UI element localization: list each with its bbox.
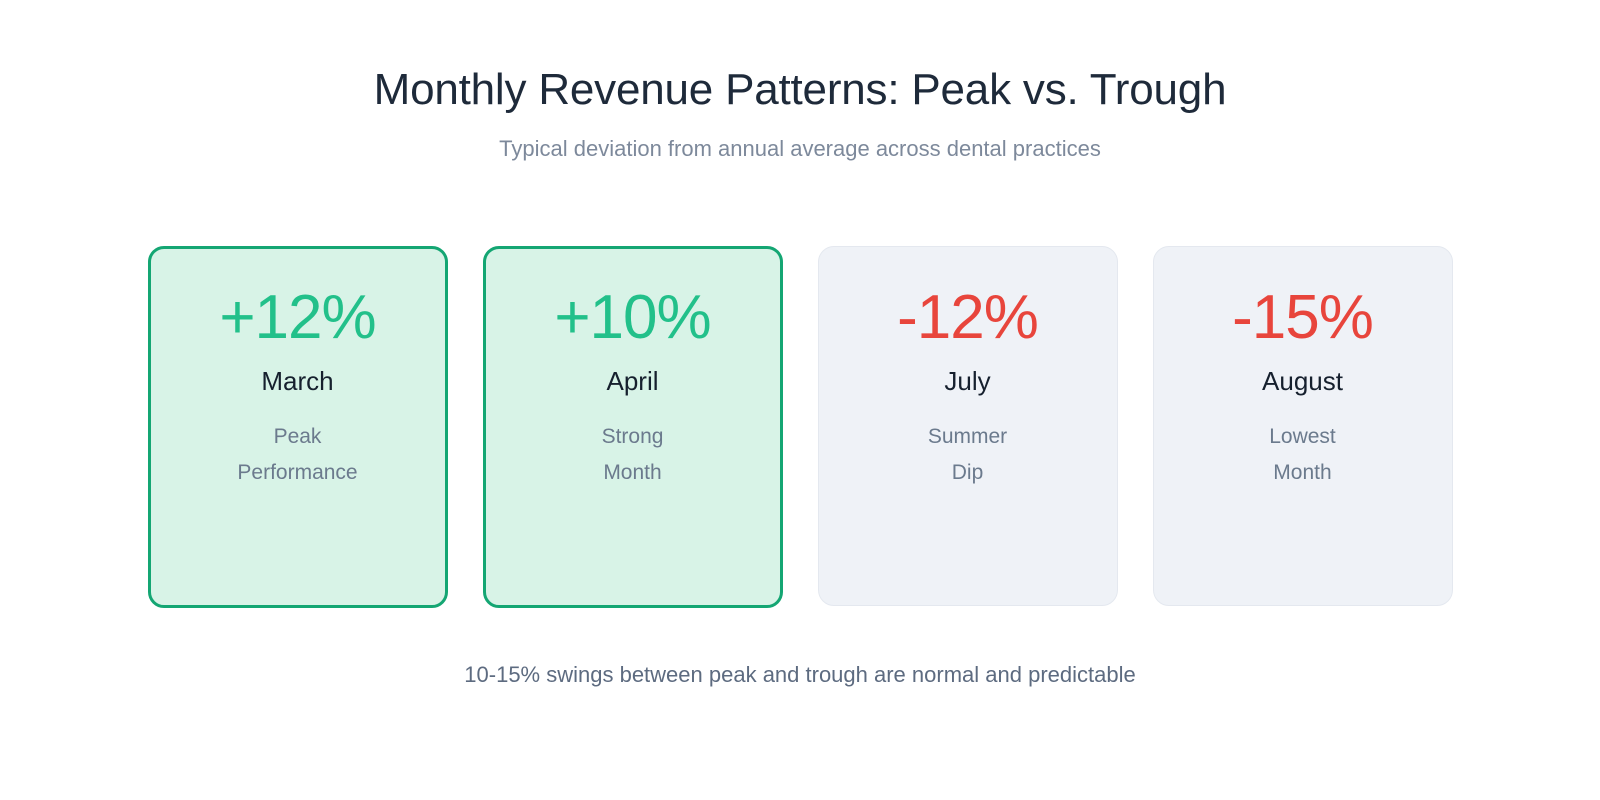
stat-cards-row: +12% March Peak Performance +10% April S… bbox=[147, 246, 1453, 608]
stat-value: -12% bbox=[897, 283, 1039, 352]
stat-value: -15% bbox=[1232, 283, 1374, 352]
stat-card-august[interactable]: -15% August Lowest Month bbox=[1152, 246, 1453, 606]
stat-note-label: Peak Performance bbox=[237, 425, 358, 484]
page-title: Monthly Revenue Patterns: Peak vs. Troug… bbox=[373, 65, 1227, 114]
stat-card-april[interactable]: +10% April Strong Month bbox=[482, 246, 783, 608]
stat-month-label: March bbox=[261, 366, 334, 396]
footer-note: 10-15% swings between peak and trough ar… bbox=[464, 662, 1136, 687]
stat-value: +10% bbox=[554, 283, 711, 352]
stat-card-july[interactable]: -12% July Summer Dip bbox=[817, 246, 1118, 606]
stat-note-label: Strong Month bbox=[601, 425, 664, 484]
page-header: Monthly Revenue Patterns: Peak vs. Troug… bbox=[0, 0, 1600, 164]
stat-card-march[interactable]: +12% March Peak Performance bbox=[147, 246, 448, 608]
stat-month-label: July bbox=[944, 366, 991, 396]
stat-month-label: August bbox=[1262, 366, 1343, 396]
stat-month-label: April bbox=[606, 366, 659, 396]
page-subtitle: Typical deviation from annual average ac… bbox=[499, 136, 1101, 161]
stat-note-label: Summer Dip bbox=[927, 425, 1008, 484]
stat-note-label: Lowest Month bbox=[1269, 425, 1336, 484]
stat-value: +12% bbox=[219, 283, 376, 352]
